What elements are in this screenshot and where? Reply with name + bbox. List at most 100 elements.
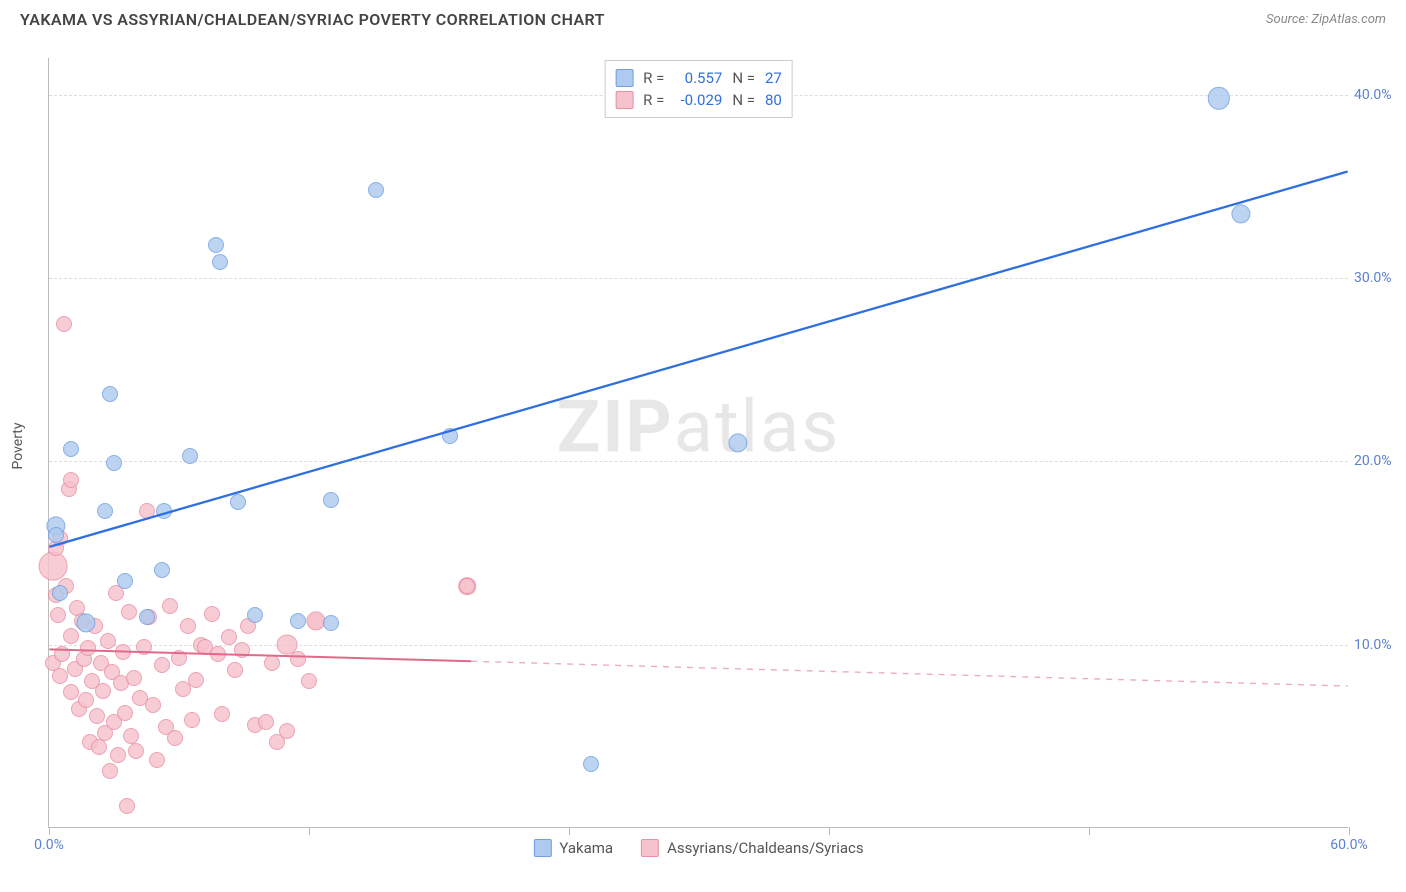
data-point [208,237,224,253]
data-point [154,657,170,673]
data-point [63,441,79,457]
data-point [162,598,178,614]
data-point [50,607,66,623]
data-point [110,747,126,763]
data-point [95,683,111,699]
data-point [102,386,118,402]
x-tick-label: 0.0% [34,837,64,853]
data-point [204,606,220,622]
data-point [258,714,274,730]
swatch-assyrian [615,91,633,109]
x-tick [829,827,830,835]
data-point [323,492,339,508]
data-point [139,609,155,625]
legend-item-yakama: Yakama [533,839,613,857]
data-point [123,728,139,744]
data-point [188,672,204,688]
gridline [49,461,1348,462]
y-axis-label: Poverty [10,422,26,469]
data-point [91,739,107,755]
data-point [52,585,68,601]
data-point [136,639,152,655]
data-point [442,428,458,444]
data-point [128,743,144,759]
data-point [39,551,68,580]
chart-title: YAKAMA VS ASSYRIAN/CHALDEAN/SYRIAC POVER… [20,10,605,29]
data-point [323,615,339,631]
data-point [1231,204,1250,223]
data-point [1208,87,1230,109]
data-point [121,604,137,620]
data-point [89,708,105,724]
data-point [80,640,96,656]
x-tick [309,827,310,835]
data-point [221,629,237,645]
data-point [290,613,306,629]
scatter-chart: ZIPatlas R = 0.557 N = 27 R = -0.029 N =… [48,58,1348,828]
data-point [63,472,79,488]
legend-row-assyrian: R = -0.029 N = 80 [615,89,782,111]
data-point [214,706,230,722]
gridline [49,278,1348,279]
data-point [156,503,172,519]
data-point [56,316,72,332]
data-point [230,494,246,510]
data-point [728,433,747,452]
data-point [119,798,135,814]
swatch-yakama [533,839,551,857]
data-point [279,723,295,739]
data-point [48,527,64,543]
series-legend: Yakama Assyrians/Chaldeans/Syriacs [533,839,863,857]
watermark: ZIPatlas [557,385,841,470]
swatch-yakama [615,69,633,87]
data-point [145,697,161,713]
data-point [154,562,170,578]
data-point [139,503,155,519]
y-tick-label: 20.0% [1354,453,1404,469]
source-label: Source: ZipAtlas.com [1266,12,1386,27]
y-tick-label: 30.0% [1354,270,1404,286]
swatch-assyrian [641,839,659,857]
data-point [97,503,113,519]
data-point [78,692,94,708]
x-tick [49,827,50,835]
data-point [264,655,280,671]
x-tick-label: 60.0% [1330,837,1368,853]
data-point [171,650,187,666]
data-point [234,642,250,658]
data-point [184,712,200,728]
x-tick [1349,827,1350,835]
correlation-legend: R = 0.557 N = 27 R = -0.029 N = 80 [604,60,793,118]
x-tick [1089,827,1090,835]
data-point [180,618,196,634]
data-point [368,182,384,198]
y-tick-label: 10.0% [1354,637,1404,653]
legend-label: Yakama [559,839,613,857]
data-point [106,455,122,471]
data-point [182,448,198,464]
data-point [301,673,317,689]
data-point [212,254,228,270]
data-point [117,705,133,721]
data-point [52,668,68,684]
data-point [126,670,142,686]
data-point [167,730,183,746]
data-point [54,646,70,662]
data-point [459,578,475,594]
data-point [247,607,263,623]
legend-label: Assyrians/Chaldeans/Syriacs [667,839,864,857]
data-point [63,628,79,644]
data-point [102,763,118,779]
data-point [227,662,243,678]
data-point [583,756,599,772]
data-point [210,646,226,662]
x-tick [569,827,570,835]
data-point [149,752,165,768]
y-tick-label: 40.0% [1354,87,1404,103]
data-point [115,644,131,660]
data-point [100,633,116,649]
data-point [63,684,79,700]
legend-row-yakama: R = 0.557 N = 27 [615,67,782,89]
data-point [117,573,133,589]
data-point [290,651,306,667]
